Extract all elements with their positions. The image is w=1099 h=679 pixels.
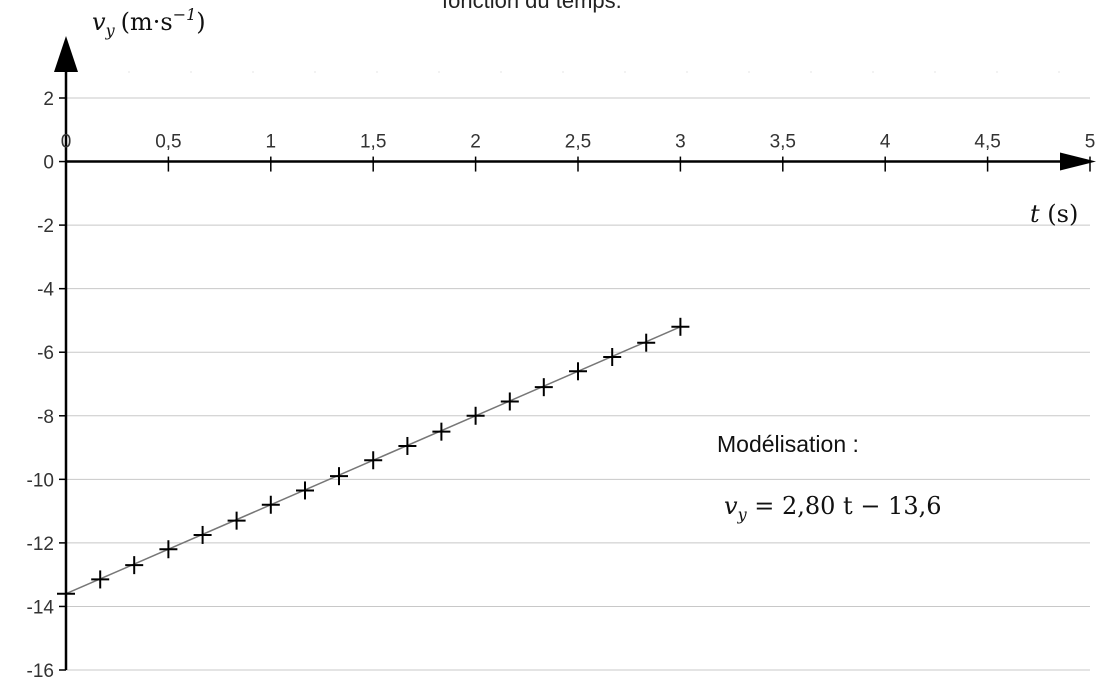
y-tick-label: -8 (37, 407, 54, 428)
axes (54, 36, 1096, 671)
data-points (57, 317, 690, 603)
model-equation-lhs: v (724, 492, 738, 520)
x-tick-label: 2 (470, 132, 481, 153)
y-axis-arrow (54, 36, 78, 72)
y-axis-label: vy (m·s−1) (92, 5, 206, 40)
y-tick-label: -12 (27, 534, 54, 555)
x-axis-arrow (1060, 152, 1096, 171)
data-point (466, 406, 485, 425)
x-tick-label: 2,5 (565, 132, 591, 153)
x-tick-label: 1,5 (360, 132, 386, 153)
model-equation-rhs: = 2,80 t − 13,6 (747, 492, 942, 520)
data-point (261, 495, 280, 514)
data-point (125, 556, 144, 575)
x-tick-label: 0 (61, 132, 72, 153)
data-point (671, 317, 690, 336)
model-equation-sub: y (737, 505, 748, 524)
y-tick-label: -2 (37, 216, 54, 237)
x-tick-label: 1 (266, 132, 277, 153)
data-point (159, 540, 178, 559)
data-point (398, 436, 417, 455)
caption-fragment: fonction du temps. (442, 0, 622, 13)
model-equation: vy = 2,80 t − 13,6 (724, 492, 942, 524)
y-tick-label: -16 (27, 661, 54, 679)
y-axis-unit: (m·s (121, 8, 173, 36)
model-label: Modélisation : (717, 431, 859, 457)
x-tick-label: 5 (1085, 132, 1096, 153)
x-tick-label: 3,5 (770, 132, 796, 153)
x-tick-label: 4,5 (974, 132, 1000, 153)
x-axis-unit: (s) (1040, 200, 1079, 228)
x-tick-label: 0,5 (155, 132, 181, 153)
y-tick-label: 2 (43, 89, 54, 110)
data-point (193, 525, 212, 544)
x-tick-labels: 0 0,5 1 1,5 2 2,5 3 3,5 4 4,5 5 (61, 132, 1096, 153)
y-axis-subscript: y (105, 21, 116, 40)
data-point (296, 481, 315, 500)
data-point (329, 467, 348, 486)
data-point (500, 392, 519, 411)
data-point (432, 422, 451, 441)
data-point (227, 511, 246, 530)
data-point (57, 584, 75, 603)
data-point (534, 378, 553, 397)
y-axis-exponent: −1 (173, 5, 197, 24)
y-axis-close: ) (196, 8, 205, 36)
y-axis-symbol: v (92, 8, 106, 36)
data-point (637, 333, 656, 352)
data-point (603, 347, 622, 366)
x-axis-symbol: t (1030, 200, 1040, 228)
x-tick-label: 4 (880, 132, 891, 153)
y-tick-label: -14 (27, 597, 55, 618)
data-point (569, 362, 587, 381)
data-point (91, 570, 110, 589)
y-tick-label: -6 (37, 343, 54, 364)
y-tick-label: -10 (27, 470, 54, 491)
y-tick-label: 0 (43, 153, 54, 174)
y-tick-labels: 2 0 -2 -4 -6 -8 -10 -12 -14 -16 (27, 89, 55, 679)
x-tick-label: 3 (675, 132, 686, 153)
y-tick-label: -4 (37, 280, 54, 301)
data-point (364, 451, 383, 470)
x-axis-label: t (s) (1030, 200, 1078, 228)
